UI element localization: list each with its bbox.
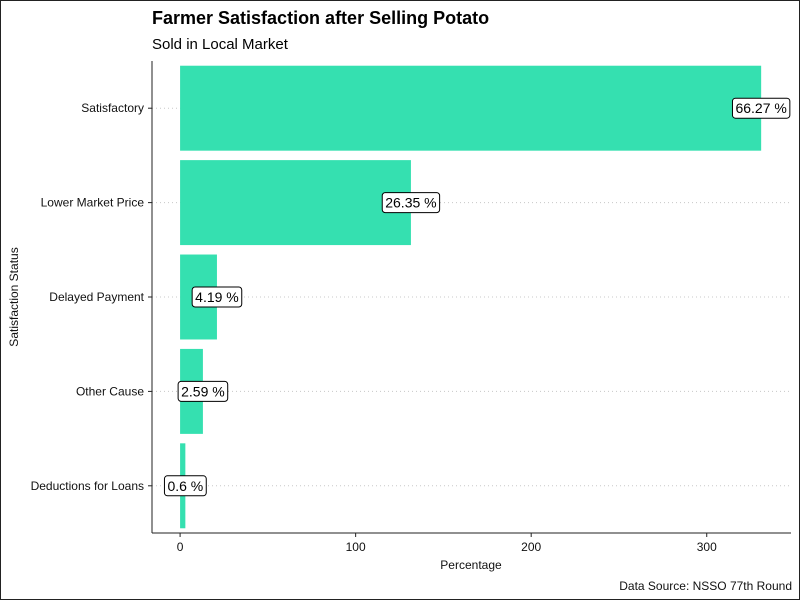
data-label-text: 0.6 % xyxy=(167,478,203,494)
y-tick-label-delayed-payment: Delayed Payment xyxy=(49,290,144,304)
data-labels: 66.27 % 26.35 % 4.19 % 2.59 % 0.6 % xyxy=(163,97,791,497)
data-label-box xyxy=(381,192,441,214)
y-tick-label-satisfactory: Satisfactory xyxy=(81,101,144,115)
data-label-delayed-payment: 4.19 % xyxy=(191,286,243,308)
chart-subtitle: Sold in Local Market xyxy=(152,36,289,53)
data-label-box xyxy=(163,475,207,497)
data-label-text: 26.35 % xyxy=(385,195,436,211)
data-label-box xyxy=(191,286,243,308)
x-tick-label-200: 200 xyxy=(521,540,541,554)
y-tick-label-deductions-for-loans: Deductions for Loans xyxy=(31,479,144,493)
y-axis-ticks: Satisfactory Lower Market Price Delayed Pa… xyxy=(31,101,152,493)
x-axis-title: Percentage xyxy=(440,558,502,572)
data-label-text: 4.19 % xyxy=(195,289,239,305)
data-label-box xyxy=(731,97,791,119)
y-tick-label-lower-market-price: Lower Market Price xyxy=(41,196,145,210)
bar-satisfactory xyxy=(180,65,762,151)
chart-title: Farmer Satisfaction after Selling Potato xyxy=(152,8,489,28)
bars xyxy=(180,65,762,529)
data-label-box xyxy=(177,380,229,402)
y-tick-label-other-cause: Other Cause xyxy=(76,384,144,398)
data-label-other-cause: 2.59 % xyxy=(177,380,229,402)
x-tick-label-100: 100 xyxy=(346,540,366,554)
data-label-text: 2.59 % xyxy=(181,383,225,399)
x-axis-ticks: 0 100 200 300 xyxy=(177,533,717,554)
bar-lower-market-price xyxy=(180,160,411,246)
x-tick-label-300: 300 xyxy=(697,540,717,554)
x-tick-label-0: 0 xyxy=(177,540,184,554)
y-axis-title: Satisfaction Status xyxy=(7,247,21,346)
data-label-deductions-for-loans: 0.6 % xyxy=(163,475,207,497)
data-label-satisfactory: 66.27 % xyxy=(731,97,791,119)
data-source-caption: Data Source: NSSO 77th Round xyxy=(619,579,792,593)
data-label-lower-market-price: 26.35 % xyxy=(381,192,441,214)
data-label-text: 66.27 % xyxy=(735,100,786,116)
